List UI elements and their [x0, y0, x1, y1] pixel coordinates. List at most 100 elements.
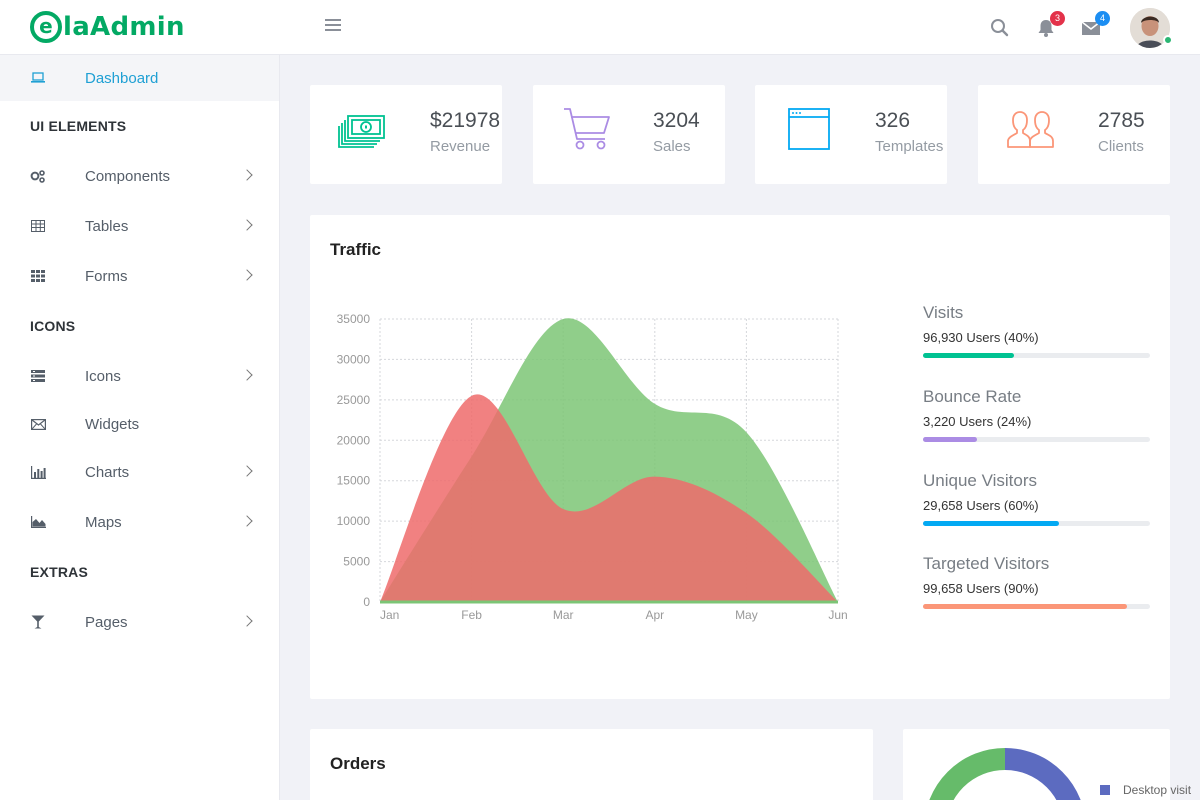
legend-name: Targeted Visitors — [923, 554, 1050, 573]
sidebar-item-dashboard[interactable]: Dashboard — [0, 55, 279, 101]
grid-icon — [30, 268, 46, 284]
search-icon[interactable] — [989, 17, 1011, 39]
sidebar-item-widgets[interactable]: Widgets — [0, 401, 279, 447]
progress-track — [923, 353, 1150, 358]
envelope-icon[interactable]: 4 — [1080, 11, 1110, 39]
stat-value: 3204 — [653, 109, 700, 132]
donut-chart — [929, 748, 1081, 800]
legend-name: Visits — [923, 303, 964, 322]
legend-unique-visitors: Unique Visitors 29,658 Users (60%) — [923, 471, 1150, 526]
logo-e-mark: e — [30, 11, 62, 43]
chevron-right-icon — [241, 369, 253, 381]
table-icon — [30, 218, 46, 234]
x-tick-label: Mar — [553, 608, 574, 622]
progress-fill — [923, 521, 1060, 526]
legend-value: 3,220 Users (24%) — [923, 414, 1032, 429]
envelope-outline-icon — [30, 416, 46, 432]
area-chart-icon — [30, 514, 46, 530]
sidebar-item-label: Maps — [85, 513, 122, 531]
orders-card: Orders — [310, 729, 873, 800]
y-tick-label: 15000 — [337, 474, 371, 488]
stat-card-templates: 326 Templates — [755, 85, 947, 184]
sidebar-item-label: Widgets — [85, 415, 140, 433]
messages-badge: 4 — [1095, 11, 1110, 26]
card-title: Orders — [330, 754, 386, 773]
bell-icon[interactable]: 3 — [1035, 11, 1065, 39]
stat-value: $21978 — [430, 109, 501, 132]
sidebar-item-icons[interactable]: Icons — [0, 351, 279, 401]
section-title-extras: EXTRAS — [30, 564, 88, 580]
chevron-right-icon — [241, 515, 253, 527]
chevron-right-icon — [241, 615, 253, 627]
progress-fill — [923, 353, 1014, 358]
list-icon — [30, 368, 46, 384]
logo-e-letter: e — [39, 13, 53, 38]
sidebar-item-label: Tables — [85, 217, 129, 235]
stat-label: Revenue — [430, 138, 491, 155]
top-header: e laAdmin 3 4 — [0, 0, 1200, 55]
users-icon — [1006, 107, 1056, 153]
money-icon — [338, 107, 388, 153]
progress-fill — [923, 604, 1128, 609]
logo-text: laAdmin — [63, 12, 185, 42]
legend-bounce-rate: Bounce Rate 3,220 Users (24%) — [923, 387, 1150, 442]
x-tick-label: Jan — [380, 608, 399, 622]
chevron-right-icon — [241, 219, 253, 231]
sidebar-item-charts[interactable]: Charts — [0, 447, 279, 497]
cogs-icon — [30, 168, 46, 184]
x-tick-label: May — [735, 608, 758, 622]
sidebar-item-components[interactable]: Components — [0, 151, 279, 201]
y-tick-label: 0 — [363, 595, 370, 609]
sidebar-item-tables[interactable]: Tables — [0, 201, 279, 251]
x-tick-label: Jun — [828, 608, 847, 622]
chevron-right-icon — [241, 465, 253, 477]
browser-icon — [783, 107, 833, 153]
donut-card — [903, 729, 1170, 800]
legend-swatch — [1100, 785, 1110, 795]
legend-label: Desktop visit — [1123, 783, 1192, 797]
progress-fill — [923, 437, 978, 442]
x-tick-label: Feb — [461, 608, 482, 622]
legend-value: 29,658 Users (60%) — [923, 498, 1039, 513]
sidebar-item-label: Charts — [85, 463, 130, 481]
sidebar-item-label: Forms — [85, 267, 128, 285]
legend-value: 96,930 Users (40%) — [923, 330, 1039, 345]
sidebar-item-label: Icons — [85, 367, 121, 385]
stat-card-clients: 2785 Clients — [978, 85, 1170, 184]
stat-value: 326 — [875, 109, 911, 132]
sidebar-item-pages[interactable]: Pages — [0, 597, 279, 647]
y-tick-label: 10000 — [337, 514, 371, 528]
avatar[interactable] — [1130, 8, 1170, 48]
sidebar-item-forms[interactable]: Forms — [0, 251, 279, 301]
y-tick-label: 35000 — [337, 312, 371, 326]
bar-chart-icon — [30, 464, 46, 480]
sidebar-item-label: Components — [85, 167, 171, 185]
traffic-card: Traffic 35000 30000 25000 20000 15000 10000 50… — [310, 215, 1170, 699]
legend-targeted-visitors: Targeted Visitors 99,658 Users (90%) — [923, 554, 1150, 609]
sidebar-item-label: Pages — [85, 613, 128, 631]
section-title-ui-elements: UI ELEMENTS — [30, 118, 127, 134]
progress-track — [923, 604, 1150, 609]
stat-label: Clients — [1098, 138, 1144, 155]
sidebar-item-maps[interactable]: Maps — [0, 497, 279, 547]
laptop-icon — [30, 70, 46, 86]
donut-legend: Desktop visit — [1100, 783, 1191, 797]
online-status-dot — [1163, 35, 1173, 45]
donut-segment — [929, 748, 1006, 800]
progress-track — [923, 521, 1150, 526]
sidebar: Dashboard UI ELEMENTS Components Tables … — [0, 55, 280, 800]
stat-card-revenue: $21978 Revenue — [310, 85, 502, 184]
traffic-area-chart: 35000 30000 25000 20000 15000 10000 5000 0 Jan Fe… — [337, 312, 848, 622]
stat-value: 2785 — [1098, 109, 1145, 132]
stat-card-sales: 3204 Sales — [533, 85, 725, 184]
brand-logo[interactable]: e laAdmin — [30, 9, 185, 45]
legend-name: Unique Visitors — [923, 471, 1038, 490]
section-title-icons: ICONS — [30, 318, 76, 334]
notifications-badge: 3 — [1050, 11, 1065, 26]
y-tick-label: 20000 — [337, 433, 371, 447]
menu-toggle-icon[interactable] — [325, 19, 341, 35]
x-tick-label: Apr — [645, 608, 664, 622]
legend-value: 99,658 Users (90%) — [923, 581, 1039, 596]
progress-track — [923, 437, 1150, 442]
stat-label: Templates — [875, 138, 944, 155]
